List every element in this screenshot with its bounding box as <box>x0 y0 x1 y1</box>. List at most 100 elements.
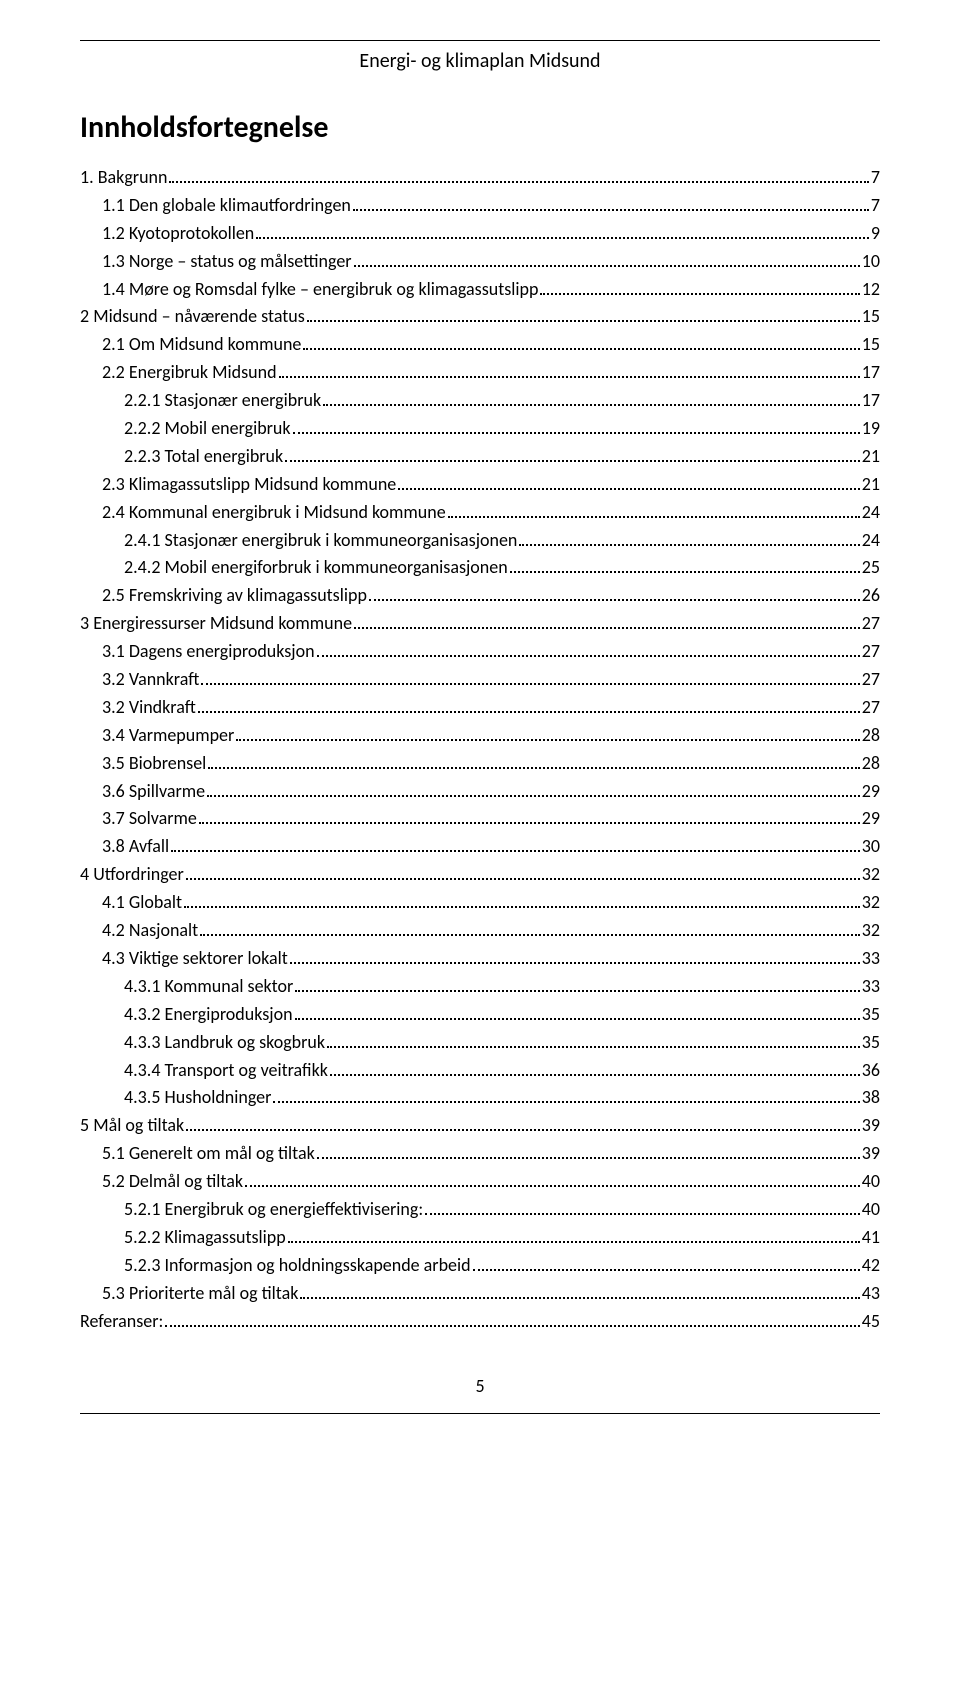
toc-entry-label: 2.1 Om Midsund kommune <box>102 331 301 359</box>
toc-entry-label: 5.2.1 Energibruk og energieffektiviserin… <box>124 1196 423 1224</box>
toc-entry[interactable]: 4.3.4 Transport og veitrafikk36 <box>80 1057 880 1085</box>
toc-entry-label: 5.2.2 Klimagassutslipp <box>124 1224 286 1252</box>
toc-entry-label: 1.4 Møre og Romsdal fylke – energibruk o… <box>102 276 538 304</box>
toc-entry[interactable]: 2.2.3 Total energibruk21 <box>80 443 880 471</box>
toc-dot-leader <box>273 1087 859 1103</box>
toc-entry[interactable]: Referanser: 45 <box>80 1308 880 1336</box>
toc-entry[interactable]: 4.3 Viktige sektorer lokalt33 <box>80 945 880 973</box>
toc-entry[interactable]: 5 Mål og tiltak39 <box>80 1112 880 1140</box>
toc-entry-page: 45 <box>862 1308 880 1336</box>
toc-entry[interactable]: 1.1 Den globale klimautfordringen7 <box>80 192 880 220</box>
toc-entry-label: 2.2.1 Stasjonær energibruk <box>124 387 321 415</box>
toc-entry[interactable]: 3.8 Avfall30 <box>80 833 880 861</box>
toc-entry[interactable]: 3.6 Spillvarme29 <box>80 778 880 806</box>
toc-dot-leader <box>256 223 869 239</box>
toc-dot-leader <box>245 1171 860 1187</box>
toc-entry-page: 9 <box>871 220 880 248</box>
toc-entry[interactable]: 2.3 Klimagassutslipp Midsund kommune21 <box>80 471 880 499</box>
toc-entry-label: 2.4.2 Mobil energiforbruk i kommuneorgan… <box>124 554 508 582</box>
toc-entry[interactable]: 3.2 Vindkraft27 <box>80 694 880 722</box>
toc-entry-page: 39 <box>862 1112 880 1140</box>
toc-entry-label: 3.4 Varmepumper <box>102 722 234 750</box>
toc-entry[interactable]: 1.2 Kyotoprotokollen9 <box>80 220 880 248</box>
toc-dot-leader <box>317 641 860 657</box>
toc-dot-leader <box>165 1310 859 1326</box>
toc-entry-page: 10 <box>862 248 880 276</box>
toc-entry[interactable]: 3 Energiressurser Midsund kommune27 <box>80 610 880 638</box>
toc-entry[interactable]: 5.2 Delmål og tiltak40 <box>80 1168 880 1196</box>
toc-dot-leader <box>540 278 859 294</box>
toc-entry[interactable]: 4.2 Nasjonalt32 <box>80 917 880 945</box>
toc-entry-label: 4.3.5 Husholdninger <box>124 1084 271 1112</box>
toc-entry-page: 12 <box>862 276 880 304</box>
toc-dot-leader <box>369 585 860 601</box>
toc-entry[interactable]: 5.1 Generelt om mål og tiltak39 <box>80 1140 880 1168</box>
toc-entry[interactable]: 2.2.2 Mobil energibruk19 <box>80 415 880 443</box>
toc-entry-page: 35 <box>862 1029 880 1057</box>
toc-dot-leader <box>300 1282 859 1298</box>
toc-entry[interactable]: 2 Midsund – nåværende status 15 <box>80 303 880 331</box>
toc-entry-label: 4.3.4 Transport og veitrafikk <box>124 1057 328 1085</box>
toc-entry[interactable]: 2.2 Energibruk Midsund17 <box>80 359 880 387</box>
toc-entry[interactable]: 4.1 Globalt32 <box>80 889 880 917</box>
page-number: 5 <box>80 1375 880 1397</box>
toc-entry[interactable]: 4.3.1 Kommunal sektor33 <box>80 973 880 1001</box>
toc-heading: Innholdsfortegnelse <box>80 109 880 146</box>
toc-entry[interactable]: 4.3.3 Landbruk og skogbruk35 <box>80 1029 880 1057</box>
toc-dot-leader <box>510 557 860 573</box>
toc-entry[interactable]: 4.3.2 Energiproduksjon35 <box>80 1001 880 1029</box>
toc-dot-leader <box>186 864 860 880</box>
toc-entry[interactable]: 5.2.2 Klimagassutslipp41 <box>80 1224 880 1252</box>
toc-entry[interactable]: 2.5 Fremskriving av klimagassutslipp26 <box>80 582 880 610</box>
toc-entry[interactable]: 4.3.5 Husholdninger 38 <box>80 1084 880 1112</box>
toc-entry[interactable]: 1. Bakgrunn7 <box>80 164 880 192</box>
toc-entry-label: 2.2.3 Total energibruk <box>124 443 283 471</box>
toc-entry-page: 29 <box>862 778 880 806</box>
toc-entry[interactable]: 2.1 Om Midsund kommune15 <box>80 331 880 359</box>
toc-dot-leader <box>295 1004 860 1020</box>
toc-entry-label: Referanser: <box>80 1308 163 1336</box>
toc-entry-label: 1.3 Norge – status og målsettinger <box>102 248 352 276</box>
toc-entry-label: 2.4.1 Stasjonær energibruk i kommuneorga… <box>124 527 517 555</box>
toc-entry[interactable]: 4 Utfordringer 32 <box>80 861 880 889</box>
toc-dot-leader <box>330 1059 860 1075</box>
toc-dot-leader <box>208 753 859 769</box>
toc-entry[interactable]: 1.4 Møre og Romsdal fylke – energibruk o… <box>80 276 880 304</box>
toc-entry-label: 2 Midsund – nåværende status <box>80 303 305 331</box>
header-rule <box>80 40 880 41</box>
toc-entry[interactable]: 5.2.3 Informasjon og holdningsskapende a… <box>80 1252 880 1280</box>
toc-entry-page: 32 <box>862 861 880 889</box>
toc-entry[interactable]: 2.2.1 Stasjonær energibruk17 <box>80 387 880 415</box>
toc-entry-page: 15 <box>862 303 880 331</box>
toc-entry[interactable]: 3.1 Dagens energiproduksjon27 <box>80 638 880 666</box>
toc-dot-leader <box>200 920 860 936</box>
toc-entry[interactable]: 3.2 Vannkraft27 <box>80 666 880 694</box>
toc-entry-page: 27 <box>862 694 880 722</box>
toc-entry[interactable]: 2.4 Kommunal energibruk i Midsund kommun… <box>80 499 880 527</box>
toc-entry[interactable]: 2.4.1 Stasjonær energibruk i kommuneorga… <box>80 527 880 555</box>
toc-dot-leader <box>317 1143 860 1159</box>
toc-dot-leader <box>354 613 860 629</box>
toc-entry-label: 3.1 Dagens energiproduksjon <box>102 638 315 666</box>
toc-entry-label: 4 Utfordringer <box>80 861 184 889</box>
toc-entry[interactable]: 5.3 Prioriterte mål og tiltak43 <box>80 1280 880 1308</box>
toc-entry-label: 2.5 Fremskriving av klimagassutslipp <box>102 582 367 610</box>
toc-entry-page: 21 <box>862 471 880 499</box>
toc-entry[interactable]: 1.3 Norge – status og målsettinger 10 <box>80 248 880 276</box>
toc-entry-page: 43 <box>862 1280 880 1308</box>
footer-rule <box>80 1413 880 1414</box>
toc-entry-label: 5.1 Generelt om mål og tiltak <box>102 1140 315 1168</box>
toc-dot-leader <box>199 808 860 824</box>
toc-entry[interactable]: 3.4 Varmepumper28 <box>80 722 880 750</box>
toc-entry-page: 33 <box>862 945 880 973</box>
toc-entry[interactable]: 3.5 Biobrensel28 <box>80 750 880 778</box>
toc-entry-label: 3.2 Vannkraft <box>102 666 199 694</box>
toc-entry[interactable]: 3.7 Solvarme29 <box>80 805 880 833</box>
toc-entry[interactable]: 5.2.1 Energibruk og energieffektiviserin… <box>80 1196 880 1224</box>
toc-entry-page: 38 <box>862 1084 880 1112</box>
toc-entry-label: 4.3.1 Kommunal sektor <box>124 973 293 1001</box>
toc-entry[interactable]: 2.4.2 Mobil energiforbruk i kommuneorgan… <box>80 554 880 582</box>
document-header-title: Energi- og klimaplan Midsund <box>80 49 880 73</box>
toc-dot-leader <box>354 250 860 266</box>
toc-entry-label: 4.2 Nasjonalt <box>102 917 198 945</box>
